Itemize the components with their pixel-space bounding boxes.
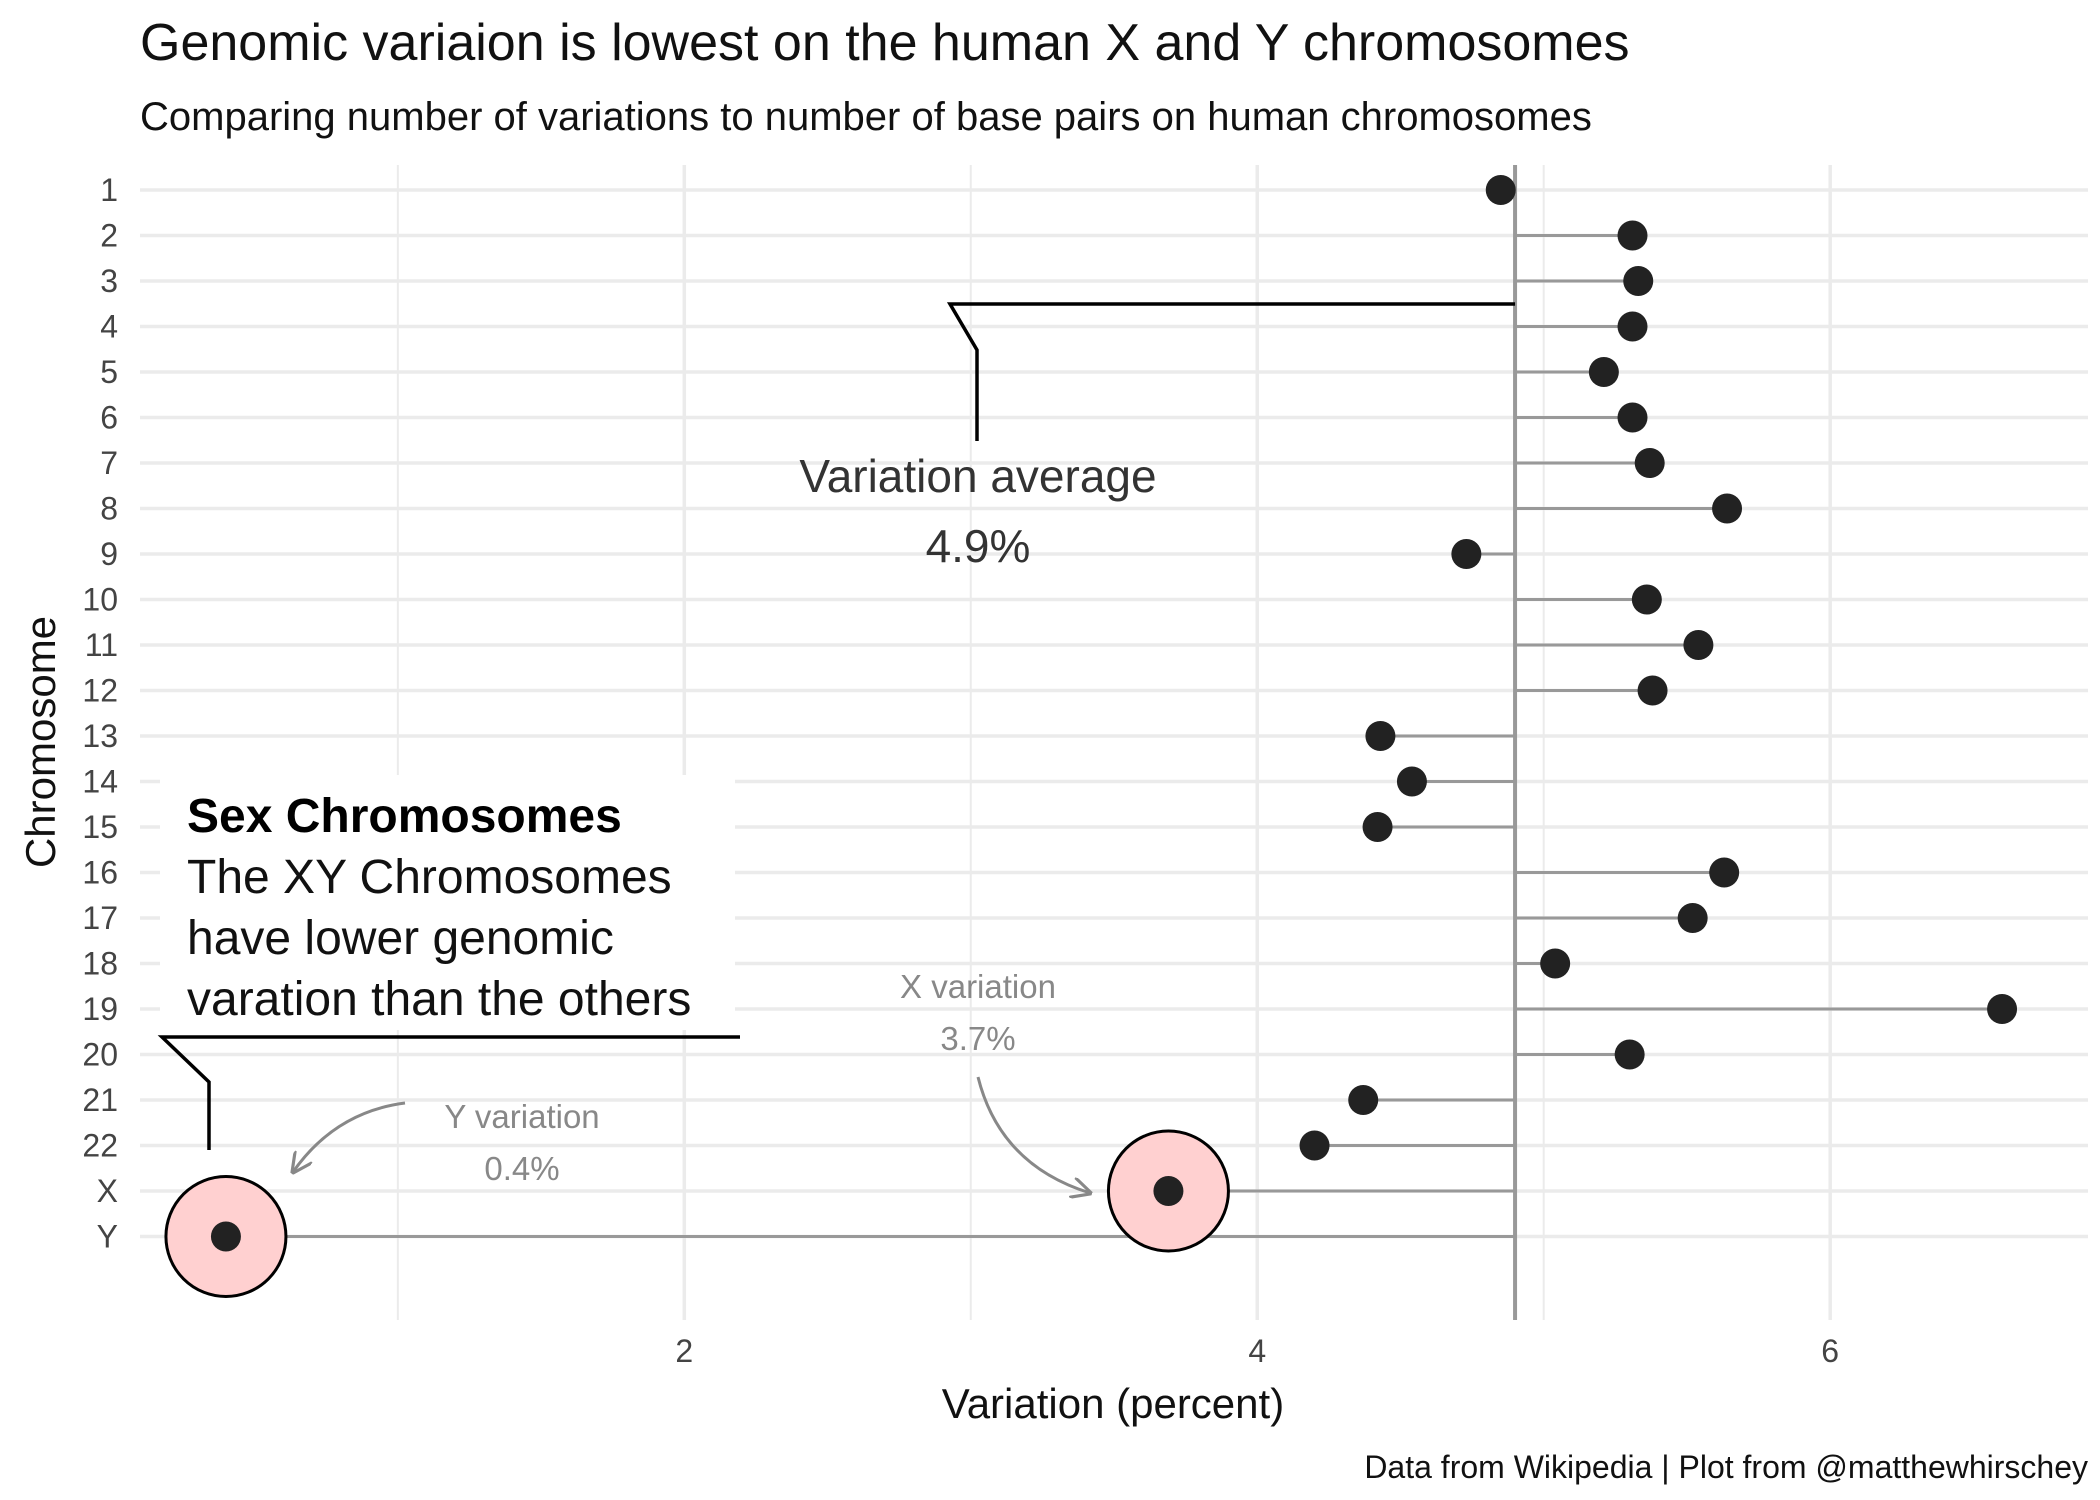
y-tick-label: 16 <box>82 855 118 891</box>
point-1 <box>1485 175 1516 205</box>
x-variation-value: 3.7% <box>940 1020 1015 1057</box>
point-21 <box>1348 1085 1379 1115</box>
y-tick-label: 7 <box>100 445 118 481</box>
point-22 <box>1299 1130 1330 1161</box>
x-tick-label: 4 <box>1248 1333 1266 1369</box>
point-10 <box>1631 584 1662 615</box>
y-tick-label: 13 <box>82 718 118 754</box>
point-11 <box>1683 630 1714 660</box>
average-callout-line <box>946 302 1516 441</box>
point-17 <box>1677 903 1708 933</box>
point-15 <box>1362 812 1393 842</box>
point-20 <box>1614 1039 1645 1070</box>
sex-box-callout-line <box>157 1035 740 1150</box>
x-tick-label: 2 <box>675 1333 693 1369</box>
x-axis-title: Variation (percent) <box>942 1380 1284 1427</box>
y-tick-label: Y <box>97 1219 118 1255</box>
point-layer <box>210 175 2018 1252</box>
chart-title: Genomic variaion is lowest on the human … <box>140 14 1630 72</box>
y-tick-label: 8 <box>100 491 118 527</box>
chart-subtitle: Comparing number of variations to number… <box>140 95 1592 139</box>
y-tick-label: 14 <box>82 764 118 800</box>
y-tick-label: 11 <box>85 627 118 663</box>
y-tick-label: 21 <box>82 1082 118 1118</box>
y-tick-label: 17 <box>82 900 118 936</box>
highlight-layer <box>164 1129 1230 1298</box>
y-tick-label: 19 <box>82 991 118 1027</box>
sex-box-background <box>160 775 735 1030</box>
average-annotation-value: 4.9% <box>926 520 1031 572</box>
annotation-lines <box>157 302 1516 1193</box>
y-variation-value: 0.4% <box>484 1150 559 1187</box>
segment-layer <box>225 188 2003 1238</box>
x-variation-label: X variation <box>900 968 1056 1005</box>
y-tick-label: 18 <box>82 946 118 982</box>
point-X <box>1153 1176 1184 1206</box>
y-tick-label: 12 <box>82 673 118 709</box>
point-8 <box>1712 493 1743 524</box>
point-9 <box>1451 539 1482 569</box>
y-tick-label: 20 <box>82 1037 118 1073</box>
sex-box-line-3: varation than the others <box>187 973 691 1026</box>
average-annotation-label: Variation average <box>799 450 1156 502</box>
point-18 <box>1540 948 1571 979</box>
point-13 <box>1365 721 1396 751</box>
x-tick-label: 6 <box>1821 1333 1839 1369</box>
grid-layer <box>140 165 2088 1320</box>
y-tick-label: 5 <box>100 354 118 390</box>
y-tick-label: 2 <box>100 218 118 254</box>
point-2 <box>1617 220 1648 251</box>
y-variation-label: Y variation <box>444 1098 599 1135</box>
point-Y <box>210 1221 241 1252</box>
y-tick-label: 1 <box>100 172 118 208</box>
y-tick-label: 15 <box>82 809 118 845</box>
sex-box-heading: Sex Chromosomes <box>187 790 622 843</box>
sex-box-line-1: The XY Chromosomes <box>187 851 672 904</box>
y-tick-label: 6 <box>100 400 118 436</box>
point-5 <box>1588 357 1619 387</box>
point-19 <box>1987 994 2018 1024</box>
y-tick-label: X <box>97 1173 118 1209</box>
point-6 <box>1617 402 1648 433</box>
point-12 <box>1637 675 1668 706</box>
sex-box-line-2: have lower genomic <box>187 912 614 965</box>
y-variation-arrow <box>293 1101 406 1172</box>
x-variation-arrow <box>976 1076 1090 1193</box>
point-14 <box>1396 766 1427 797</box>
point-3 <box>1623 266 1654 296</box>
point-4 <box>1617 311 1648 342</box>
y-tick-label: 3 <box>100 263 118 299</box>
point-7 <box>1634 448 1665 478</box>
y-tick-label: 9 <box>100 536 118 572</box>
y-tick-label: 4 <box>100 309 118 345</box>
y-axis-title: Chromosome <box>17 616 64 868</box>
chart-caption: Data from Wikipedia | Plot from @matthew… <box>1364 1449 2088 1485</box>
y-tick-label: 10 <box>82 582 118 618</box>
y-tick-label: 22 <box>82 1128 118 1164</box>
point-16 <box>1709 857 1740 888</box>
